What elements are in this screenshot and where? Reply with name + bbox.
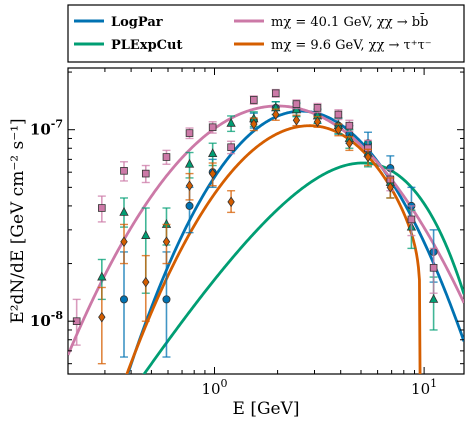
x-axis-title: E [GeV] bbox=[233, 399, 300, 419]
y-tick-label-0: 10-8 bbox=[30, 309, 63, 330]
point-bbar_pts-3 bbox=[141, 169, 150, 178]
point-tau_pts-3 bbox=[162, 236, 171, 248]
point-plexp_pts-16 bbox=[428, 293, 439, 303]
point-bbar_pts-5 bbox=[185, 129, 194, 137]
point-bbar_pts-16 bbox=[407, 215, 416, 224]
legend-label-plexpcut: PLExpCut bbox=[111, 38, 182, 53]
point-bbar_pts-12 bbox=[334, 110, 343, 119]
point-bbar_pts-11 bbox=[313, 104, 322, 112]
series-plexp_pts bbox=[97, 101, 439, 331]
point-tau_pts-8 bbox=[272, 109, 280, 120]
point-tau_pts-10 bbox=[313, 116, 322, 128]
point-bbar_pts-6 bbox=[208, 123, 217, 132]
point-plexp_pts-6 bbox=[226, 117, 236, 127]
point-bbar_pts-4 bbox=[162, 153, 171, 161]
point-bbar_pts-17 bbox=[429, 264, 438, 272]
curve-tau bbox=[125, 124, 422, 374]
point-bbar_pts-13 bbox=[345, 121, 354, 130]
point-tau_pts-0 bbox=[98, 311, 106, 323]
point-plexp_pts-4 bbox=[184, 158, 195, 168]
point-tau_pts-7 bbox=[250, 118, 258, 130]
curve-logpar bbox=[126, 109, 464, 374]
legend-label-bbar: mχ = 40.1 GeV, χχ → bb̄ bbox=[271, 13, 428, 30]
legend-box bbox=[67, 4, 465, 63]
point-logpar_pts-1 bbox=[162, 295, 171, 304]
point-logpar_pts-2 bbox=[185, 201, 194, 210]
point-logpar_pts-0 bbox=[119, 295, 128, 304]
series-logpar_pts bbox=[119, 101, 438, 358]
point-tau_pts-13 bbox=[364, 151, 372, 163]
curve-bbar bbox=[68, 104, 464, 356]
y-axis-title: E²dN/dE [GeV cm⁻² s⁻¹] bbox=[8, 118, 28, 323]
legend-label-logpar: LogPar bbox=[111, 15, 163, 30]
point-tau_pts-9 bbox=[292, 114, 301, 126]
point-tau_pts-14 bbox=[386, 182, 395, 193]
point-tau_pts-11 bbox=[334, 124, 343, 136]
point-plexp_pts-1 bbox=[119, 206, 129, 216]
legend-label-tau: mχ = 9.6 GeV, χχ → τ⁺τ⁻ bbox=[271, 38, 432, 53]
point-bbar_pts-9 bbox=[271, 89, 280, 98]
point-tau_pts-1 bbox=[120, 236, 128, 248]
point-tau_pts-6 bbox=[227, 196, 235, 208]
point-bbar_pts-2 bbox=[120, 167, 128, 175]
y-tick-label-1: 10-7 bbox=[30, 118, 63, 139]
legend: LogPar PLExpCut mχ = 40.1 GeV, χχ → bb̄ … bbox=[67, 4, 465, 63]
point-plexp_pts-5 bbox=[208, 148, 218, 158]
point-plexp_pts-2 bbox=[141, 230, 151, 239]
plot-content bbox=[68, 88, 464, 374]
point-bbar_pts-10 bbox=[292, 100, 301, 108]
x-tick-label-1: 101 bbox=[411, 377, 437, 398]
plot-frame bbox=[67, 67, 465, 375]
point-tau_pts-4 bbox=[185, 180, 194, 192]
point-bbar_pts-7 bbox=[227, 143, 235, 152]
axis-ticks: 100 101 10-8 10-7 bbox=[30, 68, 464, 398]
point-tau_pts-12 bbox=[345, 137, 354, 149]
curve-plexp bbox=[142, 161, 464, 374]
point-bbar_pts-8 bbox=[250, 96, 258, 104]
x-tick-label-0: 100 bbox=[201, 377, 227, 398]
point-plexp_pts-0 bbox=[97, 271, 107, 281]
point-tau_pts-2 bbox=[142, 276, 150, 288]
point-tau_pts-5 bbox=[208, 168, 217, 179]
point-bbar_pts-1 bbox=[98, 204, 106, 212]
series-tau_pts bbox=[97, 108, 395, 365]
